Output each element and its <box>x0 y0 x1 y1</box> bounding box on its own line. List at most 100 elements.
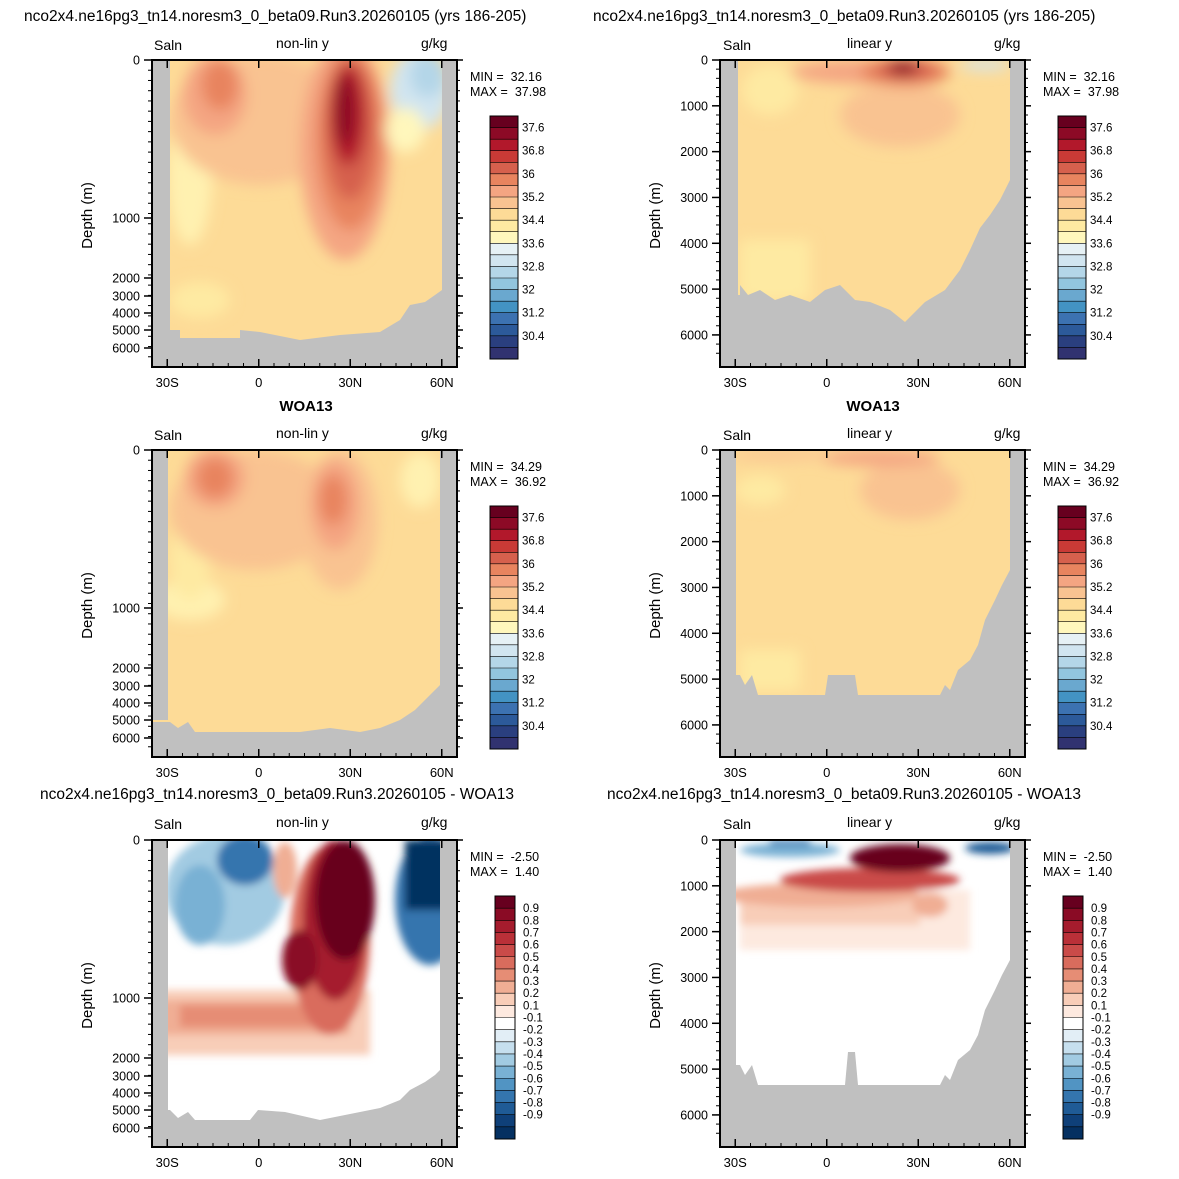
colorbar-swatch <box>1058 598 1086 611</box>
colorbar-swatch <box>495 1126 515 1140</box>
colorbar-swatch <box>490 679 518 692</box>
units-label: g/kg <box>421 425 448 441</box>
y-tick-label: 2000 <box>112 1052 140 1066</box>
colorbar-swatch <box>1058 173 1086 186</box>
colorbar-swatch <box>490 254 518 267</box>
colorbar-swatch <box>490 598 518 611</box>
colorbar-swatch <box>490 173 518 186</box>
colorbar-label: 0.4 <box>1091 964 1108 976</box>
colorbar-swatch <box>495 908 515 921</box>
y-tick-label: 3000 <box>680 191 708 205</box>
y-axis-label: Depth (m) <box>647 182 664 249</box>
colorbar-swatch <box>490 529 518 542</box>
y-axis-label: Depth (m) <box>647 572 664 639</box>
colorbar-swatch <box>1063 956 1083 970</box>
colorbar-label: 36 <box>1090 559 1103 571</box>
colorbar-swatch <box>490 702 518 715</box>
colorbar-label: -0.6 <box>1091 1073 1111 1085</box>
max-value: 37.98 <box>1087 85 1120 99</box>
y-tick-label: 2000 <box>680 535 708 549</box>
max-value: 37.98 <box>514 85 547 99</box>
y-tick-label: 2000 <box>112 662 140 676</box>
min-value: 32.16 <box>1083 70 1115 84</box>
colorbar-swatch <box>1063 1005 1083 1018</box>
colorbar-label: 31.2 <box>522 308 544 320</box>
colorbar-swatch <box>495 1090 515 1104</box>
colorbar-label: 34.4 <box>1090 215 1113 227</box>
colorbar-swatch <box>490 714 518 727</box>
y-tick-label: 1000 <box>112 602 140 616</box>
colorbar-swatch <box>495 932 515 946</box>
title-top-right: nco2x4.ne16pg3_tn14.noresm3_0_beta09.Run… <box>593 8 1096 25</box>
colorbar-label: -0.7 <box>523 1085 543 1097</box>
y-tick-label: 4000 <box>680 1017 708 1031</box>
colorbar: 37.6 36.8 36 35.2 34.4 33.6 32.8 32 31.2 30.4 <box>489 115 545 360</box>
colorbar-swatch <box>1058 563 1086 576</box>
colorbar-swatch <box>1058 668 1086 681</box>
max-value: 36.92 <box>514 475 547 489</box>
colorbar-swatch <box>495 1066 515 1079</box>
colorbar-swatch <box>490 301 518 314</box>
y-tick-label: 3000 <box>680 581 708 595</box>
colorbar-swatch <box>490 197 518 210</box>
variable-label: Saln <box>723 816 752 832</box>
y-tick-label: 5000 <box>680 673 708 687</box>
colorbar-label: 0.8 <box>523 915 539 927</box>
title-mid-left: WOA13 <box>279 398 333 415</box>
axes-panel-2: 30S 0 30N 60N 0 1000 2000 3000 4000 5000 6000 Depth… <box>647 54 1031 390</box>
y-tick-label: 5000 <box>680 1063 708 1077</box>
y-tick-label: 4000 <box>112 307 140 321</box>
colorbar-swatch <box>1063 1090 1083 1104</box>
colorbar-label: 32 <box>522 675 535 687</box>
y-tick-label: 3000 <box>112 680 140 694</box>
stats-box: MIN = 32.16 MAX = 37.98 <box>1043 70 1120 99</box>
colorbar-swatch <box>1058 289 1086 302</box>
colorbar-label: -0.6 <box>523 1073 543 1085</box>
colorbar-swatch <box>1058 243 1086 256</box>
title-bot-right: nco2x4.ne16pg3_tn14.noresm3_0_beta09.Run… <box>607 786 1081 803</box>
y-tick-label: 4000 <box>112 1087 140 1101</box>
colorbar-label: 36.8 <box>1090 146 1112 158</box>
colorbar-label: 0.9 <box>1091 903 1107 915</box>
colorbar-label: 0.1 <box>523 1000 539 1012</box>
colorbar-swatch <box>490 563 518 576</box>
scale-label: linear y <box>847 425 893 441</box>
units-label: g/kg <box>421 814 448 830</box>
colorbar-swatch <box>1063 1029 1083 1043</box>
colorbar-swatch <box>1058 587 1086 600</box>
colorbar: 37.6 36.8 36 35.2 34.4 33.6 32.8 32 31.2 30.4 <box>1057 115 1113 360</box>
colorbar-label: 37.6 <box>522 513 544 525</box>
colorbar-label: 34.4 <box>522 605 545 617</box>
colorbar-label: 35.2 <box>522 192 544 204</box>
colorbar-swatch <box>490 644 518 657</box>
min-value: 34.29 <box>1083 460 1115 474</box>
colorbar-swatch <box>1058 679 1086 692</box>
colorbar-swatch <box>490 668 518 681</box>
min-value: 32.16 <box>510 70 542 84</box>
x-tick-label: 60N <box>430 765 454 780</box>
stats-box: MIN = -2.50 MAX = 1.40 <box>470 850 540 879</box>
colorbar-label: 36.8 <box>522 146 544 158</box>
colorbar-swatch <box>1058 633 1086 646</box>
units-label: g/kg <box>994 425 1021 441</box>
heatmap-diff-non-lin <box>152 840 457 1147</box>
colorbar-swatch <box>1058 278 1086 291</box>
colorbar-swatch <box>490 324 518 337</box>
y-axis-label: Depth (m) <box>79 572 96 639</box>
colorbar-swatch <box>1063 944 1083 958</box>
axes-panel-5: 30S 0 30N 60N 0 1000 2000 3000 4000 5000 6000 Depth… <box>79 834 463 1170</box>
colorbar-swatch <box>490 621 518 634</box>
colorbar-swatch <box>1058 127 1086 140</box>
colorbar-swatch <box>495 1029 515 1043</box>
colorbar-swatch <box>1058 335 1086 348</box>
x-tick-label: 0 <box>255 1155 262 1170</box>
y-axis-label: Depth (m) <box>79 182 96 249</box>
colorbar-swatch <box>490 633 518 646</box>
colorbar-label: -0.2 <box>1091 1025 1111 1037</box>
colorbar-label: 37.6 <box>1090 513 1112 525</box>
max-value: 36.92 <box>1087 475 1120 489</box>
colorbar-swatch <box>1063 896 1083 909</box>
colorbar-swatch <box>1058 621 1086 634</box>
min-value: 34.29 <box>510 460 542 474</box>
